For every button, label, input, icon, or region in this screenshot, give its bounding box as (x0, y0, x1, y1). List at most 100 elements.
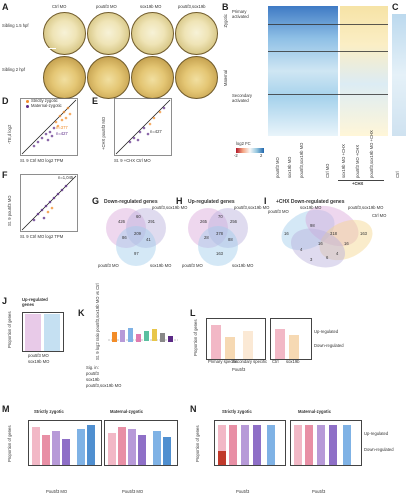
k-ylabel: St. 9 log2 ratio pou5f3,sox19b MO vs Ctr… (95, 283, 100, 360)
n-plot-1 (214, 420, 286, 466)
legend-swatch-maternal (26, 105, 29, 108)
i-v3: 163 (360, 231, 367, 236)
h-v5: 378 (216, 231, 223, 236)
l-g2: Secondary specific (232, 359, 268, 364)
n-bar (305, 425, 313, 465)
c-heatmap (392, 14, 406, 136)
d-points (32, 106, 72, 148)
k-row-1: Sig. in: (86, 365, 99, 370)
venn-circle-b (126, 208, 166, 248)
embryo-image (131, 12, 174, 55)
b-legend-min: -2 (234, 153, 238, 158)
b-col-6: pou5f3 MO +CHX (355, 144, 360, 178)
k-boxplot (108, 328, 178, 342)
h-title: Up-regulated genes (188, 199, 235, 205)
h-v1: 265 (200, 219, 207, 224)
d-scatter (20, 98, 78, 156)
l-g4: sox19b (286, 359, 300, 364)
a-col-1: Ctrl MO (52, 4, 67, 9)
m-bar (32, 427, 40, 465)
h-v3: 70 (218, 214, 223, 219)
e-scatter (114, 98, 172, 156)
h-v4: 28 (204, 235, 209, 240)
g-set-a: pou5f3 MO (98, 263, 119, 268)
h-set-a: pou5f3 MO (182, 263, 203, 268)
b-legend-title: log2 FC (236, 141, 251, 146)
chx-label: +CHX (352, 181, 364, 186)
h-set-c: pou5f3,sox19b MO (234, 205, 270, 210)
m-plot-1 (28, 420, 102, 466)
n-legend-up: Up-regulated (364, 431, 389, 436)
e-ylabel: +CHX pou5f3 MO (101, 116, 106, 150)
d-legend-1: Strictly zygotic (31, 98, 58, 103)
l-bar (211, 325, 221, 359)
k-row-4: pou5f3,sox19b MO (86, 383, 122, 388)
i-v6: 16 (344, 241, 349, 246)
f-scatter (20, 174, 78, 232)
i-set-c: pou5f3,sox19b MO (348, 205, 384, 210)
n-bar (218, 425, 226, 465)
n-footer-1: Pou5f3 (236, 489, 250, 494)
b-row-maternal: Maternal (223, 70, 228, 87)
m-bar (108, 433, 116, 465)
d-xlabel: St. 9 Ctrl MO log2 TPM (20, 158, 64, 163)
i-v7: 4 (300, 247, 303, 252)
g-v7: 97 (134, 251, 139, 256)
panel-label-c: C (392, 2, 399, 12)
panel-label-f: F (2, 170, 8, 180)
h-v6: 88 (228, 237, 233, 242)
embryo-image (43, 12, 86, 55)
h-v7: 163 (216, 251, 223, 256)
h-v2: 256 (230, 219, 237, 224)
g-v4: 86 (122, 235, 127, 240)
m-bar (153, 431, 161, 465)
chx-bracket (338, 180, 384, 181)
n-group-1: Strictly zygotic (222, 409, 252, 414)
b-heatmap (268, 6, 388, 136)
j-cat-2: sox19b MO (28, 359, 50, 364)
embryo-image (131, 56, 174, 99)
panel-label-b: B (222, 2, 229, 12)
h-set-b: sox19b MO (232, 263, 254, 268)
n-bar (241, 425, 249, 465)
j-title: Up-regulated genes (22, 297, 48, 307)
j-ylabel: Proportion of genes (7, 311, 12, 348)
n-plot-2 (290, 420, 362, 466)
l-legend-up: Up-regulated (314, 329, 339, 334)
n-bar (317, 425, 325, 465)
venn-circle-c (198, 226, 238, 266)
b-col-1: pou5f3 MO (275, 157, 280, 178)
i-set-b: sox19b MO (300, 205, 322, 210)
n-bar (343, 425, 351, 465)
c-col-1: Ctrl (395, 171, 400, 178)
b-col-4: Ctrl MO (325, 163, 330, 178)
l-bar (243, 331, 253, 359)
i-v2: 318 (330, 231, 337, 236)
g-set-c: pou5f3,sox19b MO (152, 205, 188, 210)
l-bar (289, 335, 299, 359)
venn-circle-a (106, 208, 146, 248)
i-v10: 3 (310, 257, 313, 262)
a-col-2: pou5f3 MO (96, 4, 117, 9)
m-ylabel: Proportion of genes (7, 425, 12, 462)
m-footer-2: Pou5f3 MO (122, 489, 144, 494)
m-bar (87, 425, 95, 465)
k-row-3: sox19b (86, 377, 100, 382)
i-v4: 98 (310, 223, 315, 228)
panel-label-k: K (78, 308, 85, 318)
a-col-3: sox19b MO (140, 4, 162, 9)
b-secondary: Secondary activated (232, 93, 253, 103)
m-group-1: Strictly zygotic (34, 409, 64, 414)
j-plot (22, 312, 64, 352)
b-col-3: pou5f3,sox19b MO (299, 142, 304, 178)
b-color-legend (236, 148, 264, 153)
m-group-2: Maternal-zygotic (110, 409, 144, 414)
panel-label-m: M (2, 404, 10, 414)
m-bar (128, 429, 136, 465)
d-n2: n=427 (56, 131, 68, 136)
l-footer: Pou5f3 (232, 367, 246, 372)
n-bar (294, 425, 302, 465)
i-v5: 16 (318, 241, 323, 246)
embryo-image (43, 56, 86, 99)
d-legend-2: Maternal-zygotic (31, 103, 62, 108)
